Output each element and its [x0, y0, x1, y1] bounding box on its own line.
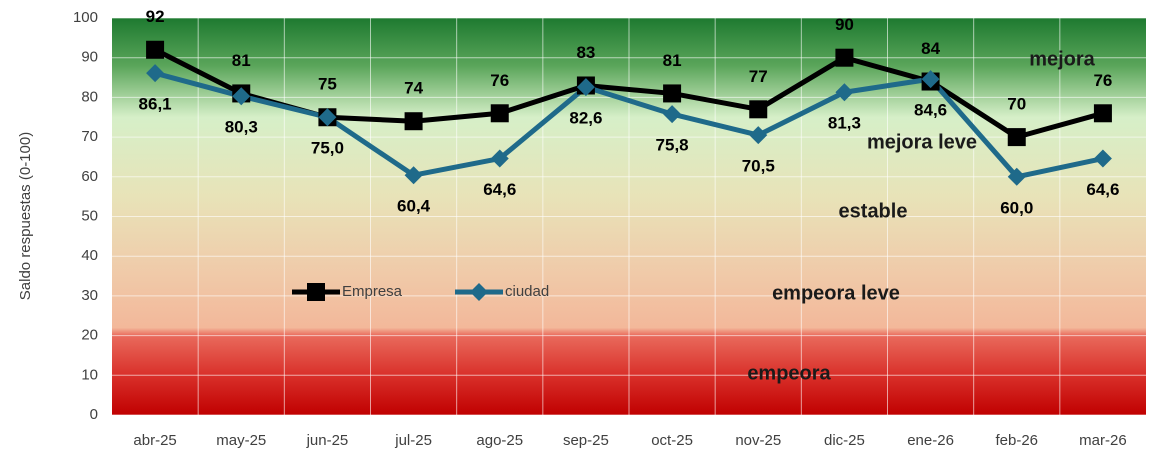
marker	[921, 70, 940, 89]
x-tick-label: ene-26	[907, 432, 954, 449]
x-tick-label: may-25	[216, 432, 266, 449]
marker	[749, 126, 768, 145]
y-axis-label: Saldo respuestas (0-100)	[17, 132, 34, 300]
data-label: 80,3	[225, 118, 258, 137]
series-line	[154, 70, 1104, 180]
data-label: 90	[835, 15, 854, 34]
marker	[1007, 128, 1026, 147]
data-label: 84	[921, 39, 940, 58]
data-label: 84,6	[914, 101, 947, 120]
y-tick-label: 70	[81, 128, 98, 145]
legend-label: ciudad	[505, 283, 549, 300]
x-tick-label: sep-25	[563, 432, 609, 449]
data-label: 81	[663, 51, 682, 70]
marker	[749, 100, 768, 119]
marker	[1093, 149, 1112, 168]
x-tick-label: jul-25	[394, 432, 432, 449]
marker	[1007, 167, 1026, 186]
data-label: 76	[1093, 71, 1112, 90]
data-label: 81,3	[828, 114, 861, 133]
marker	[490, 104, 509, 123]
data-label: 70,5	[742, 157, 775, 176]
y-tick-label: 30	[81, 287, 98, 304]
y-tick-label: 0	[90, 406, 98, 423]
data-label: 75,0	[311, 139, 344, 158]
marker	[318, 108, 337, 127]
x-tick-label: nov-25	[735, 432, 781, 449]
annotation: empeora leve	[772, 282, 900, 304]
x-tick-label: jun-25	[306, 432, 349, 449]
marker	[307, 283, 325, 301]
y-tick-label: 80	[81, 88, 98, 105]
x-tick-label: oct-25	[651, 432, 693, 449]
marker	[1093, 104, 1112, 123]
annotation: mejora	[1029, 48, 1095, 70]
x-tick-label: feb-26	[995, 432, 1038, 449]
data-label: 86,1	[139, 95, 172, 114]
y-tick-label: 90	[81, 49, 98, 66]
data-label: 60,4	[397, 197, 431, 216]
y-tick-label: 40	[81, 247, 98, 264]
y-tick-label: 20	[81, 327, 98, 344]
marker	[232, 87, 251, 106]
marker	[146, 64, 165, 83]
y-tick-label: 60	[81, 168, 98, 185]
x-tick-label: mar-26	[1079, 432, 1127, 449]
marker	[404, 112, 423, 131]
data-label: 75	[318, 75, 337, 94]
x-tick-label: abr-25	[133, 432, 176, 449]
data-label: 60,0	[1000, 198, 1033, 217]
data-label: 75,8	[656, 136, 689, 155]
data-label: 83	[576, 43, 595, 62]
marker	[404, 166, 423, 185]
data-label: 74	[404, 79, 423, 98]
data-label: 82,6	[569, 109, 602, 128]
y-tick-label: 10	[81, 366, 98, 383]
annotation: mejora leve	[867, 131, 977, 153]
marker	[490, 149, 509, 168]
marker	[835, 48, 854, 67]
data-label: 76	[490, 71, 509, 90]
data-label: 92	[146, 7, 165, 26]
legend-label: Empresa	[342, 283, 403, 300]
data-label: 64,6	[1086, 180, 1119, 199]
annotation: empeora	[747, 362, 831, 384]
marker	[146, 40, 165, 59]
y-tick-label: 100	[73, 9, 98, 26]
marker	[663, 105, 682, 124]
x-tick-label: ago-25	[476, 432, 523, 449]
marker	[576, 78, 595, 97]
y-tick-label: 50	[81, 207, 98, 224]
data-label: 64,6	[483, 180, 516, 199]
annotation: estable	[839, 200, 908, 222]
marker	[470, 283, 488, 301]
marker	[835, 83, 854, 102]
marker	[663, 84, 682, 103]
data-label: 81	[232, 51, 251, 70]
data-label: 77	[749, 67, 768, 86]
x-tick-label: dic-25	[824, 432, 865, 449]
data-label: 70	[1007, 95, 1026, 114]
